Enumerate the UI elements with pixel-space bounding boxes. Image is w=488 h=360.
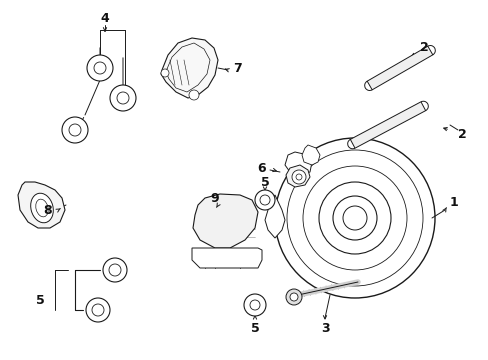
Circle shape bbox=[161, 69, 169, 77]
Text: 2: 2 bbox=[419, 41, 427, 54]
Polygon shape bbox=[161, 38, 218, 98]
Circle shape bbox=[92, 304, 104, 316]
Text: 1: 1 bbox=[448, 195, 457, 208]
Circle shape bbox=[289, 293, 297, 301]
Text: 4: 4 bbox=[101, 12, 109, 24]
Polygon shape bbox=[349, 102, 425, 148]
Polygon shape bbox=[302, 145, 319, 165]
Circle shape bbox=[86, 298, 110, 322]
Circle shape bbox=[286, 150, 422, 286]
Circle shape bbox=[285, 289, 302, 305]
Circle shape bbox=[69, 124, 81, 136]
Polygon shape bbox=[192, 248, 262, 268]
Circle shape bbox=[117, 92, 129, 104]
Text: 6: 6 bbox=[257, 162, 266, 175]
Circle shape bbox=[103, 258, 127, 282]
Circle shape bbox=[94, 62, 106, 74]
Polygon shape bbox=[285, 165, 309, 187]
Text: 5: 5 bbox=[36, 293, 44, 306]
Circle shape bbox=[342, 206, 366, 230]
Circle shape bbox=[274, 138, 434, 298]
Ellipse shape bbox=[31, 193, 53, 223]
Circle shape bbox=[291, 170, 305, 184]
Circle shape bbox=[332, 196, 376, 240]
Circle shape bbox=[318, 182, 390, 254]
Circle shape bbox=[260, 195, 269, 205]
Ellipse shape bbox=[36, 199, 48, 217]
Text: 9: 9 bbox=[210, 192, 219, 204]
Circle shape bbox=[295, 174, 302, 180]
Text: 8: 8 bbox=[43, 203, 52, 216]
Text: 5: 5 bbox=[260, 176, 269, 189]
Circle shape bbox=[110, 85, 136, 111]
Polygon shape bbox=[285, 152, 311, 175]
Text: 7: 7 bbox=[233, 62, 242, 75]
Text: 3: 3 bbox=[320, 321, 328, 334]
Circle shape bbox=[254, 190, 274, 210]
Circle shape bbox=[244, 294, 265, 316]
Polygon shape bbox=[264, 195, 285, 238]
Circle shape bbox=[109, 264, 121, 276]
Polygon shape bbox=[193, 194, 258, 248]
Circle shape bbox=[62, 117, 88, 143]
Circle shape bbox=[249, 300, 260, 310]
Circle shape bbox=[87, 55, 113, 81]
Text: 5: 5 bbox=[250, 321, 259, 334]
Circle shape bbox=[189, 90, 199, 100]
Polygon shape bbox=[18, 182, 65, 228]
Polygon shape bbox=[366, 46, 432, 90]
Text: 2: 2 bbox=[457, 127, 466, 140]
Circle shape bbox=[303, 166, 406, 270]
